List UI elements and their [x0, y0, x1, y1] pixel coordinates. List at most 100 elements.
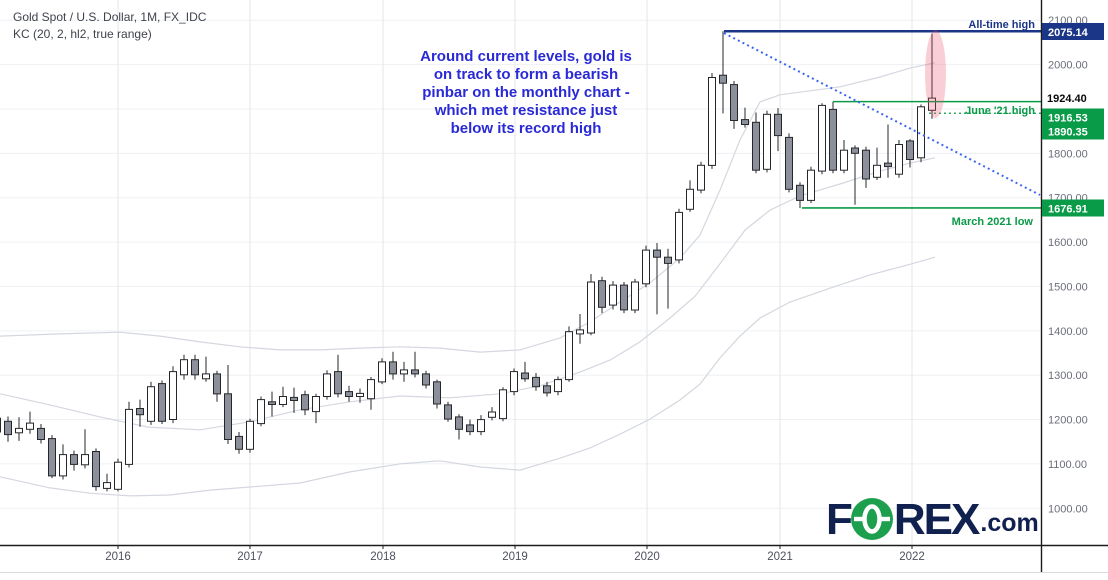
- candle-body: [191, 359, 199, 376]
- candle-2018-08: [455, 414, 463, 440]
- candle-2020-01: [642, 245, 650, 288]
- candle-body: [928, 97, 936, 111]
- candle-body: [510, 371, 518, 393]
- candle-2022-03: [928, 33, 936, 119]
- candle-2019-05: [554, 376, 562, 396]
- year-label-2017: 2017: [237, 551, 263, 563]
- candle-2017-01: [246, 418, 254, 453]
- candle-body: [367, 379, 375, 400]
- candle-2017-07: [312, 393, 320, 424]
- candle-2015-02: [0, 417, 1, 433]
- candle-body: [301, 394, 309, 411]
- candle-2018-12: [499, 387, 507, 422]
- june-21-high-dotted-label: June '21 high: [965, 105, 1035, 117]
- candle-2019-12: [631, 278, 639, 314]
- candle-2019-01: [510, 368, 518, 396]
- candle-body: [114, 461, 122, 490]
- candle-body: [741, 119, 749, 125]
- candle-body: [807, 169, 815, 201]
- logo-rex: REX: [893, 495, 980, 544]
- current-price-label: 1924.40: [1047, 93, 1087, 105]
- candle-body: [202, 373, 210, 380]
- candle-body: [81, 454, 89, 466]
- march-2021-low-price-badge: [1042, 199, 1104, 217]
- candle-body: [422, 373, 430, 386]
- price-tick-1000: 1000.00: [1048, 503, 1088, 515]
- candle-2021-05: [818, 103, 826, 175]
- candle-body: [323, 373, 331, 397]
- candle-2021-07: [840, 140, 848, 174]
- candle-2019-10: [609, 281, 617, 310]
- candle-2015-06: [37, 424, 45, 444]
- candle-2017-06: [301, 390, 309, 416]
- candle-2017-05: [290, 387, 298, 413]
- pinbar-highlight-ellipse[interactable]: [925, 30, 946, 118]
- candle-2017-04: [279, 386, 287, 408]
- forex-com-logo: F REX .com: [826, 495, 1039, 544]
- candle-2018-11: [488, 407, 496, 421]
- candle-2018-09: [466, 419, 474, 436]
- year-label-2016: 2016: [105, 551, 131, 563]
- candle-2017-12: [367, 377, 375, 410]
- candle-2020-09: [730, 81, 738, 129]
- price-tick-2000: 2000.00: [1048, 60, 1088, 72]
- candle-body: [774, 113, 782, 137]
- logo-dotcom: .com: [980, 509, 1039, 537]
- candle-2016-09: [202, 356, 210, 382]
- candle-body: [895, 144, 903, 175]
- candle-2019-03: [532, 373, 540, 391]
- candle-body: [279, 396, 287, 405]
- candle-2017-10: [345, 385, 353, 402]
- candle-body: [334, 371, 342, 395]
- candle-2019-02: [521, 361, 529, 382]
- candle-2016-02: [125, 401, 133, 468]
- candle-2020-11: [752, 112, 760, 174]
- march-2021-low-price-badge-text: 1676.91: [1048, 204, 1088, 216]
- candle-2016-04: [147, 381, 155, 425]
- candle-2015-11: [92, 448, 100, 491]
- candle-2021-04: [807, 166, 815, 203]
- candle-2015-08: [59, 444, 67, 480]
- candle-2020-06: [697, 161, 705, 194]
- price-tick-1100: 1100.00: [1048, 459, 1087, 471]
- candle-body: [598, 280, 606, 308]
- candle-2016-01: [114, 458, 122, 492]
- candle-body: [763, 113, 771, 170]
- year-label-2019: 2019: [502, 551, 528, 563]
- candle-body: [532, 376, 540, 388]
- candle-body: [411, 369, 419, 375]
- candle-2018-03: [400, 361, 408, 382]
- candle-body: [576, 329, 584, 335]
- candle-body: [785, 136, 793, 190]
- all-time-high-price-badge: [1042, 23, 1104, 40]
- candle-2015-12: [103, 473, 111, 492]
- candle-2017-08: [323, 370, 331, 400]
- candle-body: [312, 396, 320, 413]
- candle-body: [675, 211, 683, 261]
- candle-body: [345, 391, 353, 398]
- candle-body: [851, 147, 859, 154]
- candles: [0, 31, 936, 492]
- candle-body: [356, 392, 364, 397]
- symbol-title[interactable]: Gold Spot / U.S. Dollar, 1M, FX_IDC: [13, 10, 207, 24]
- candle-body: [26, 422, 34, 430]
- candle-body: [70, 454, 78, 465]
- candle-body: [642, 249, 650, 285]
- descending-trendline[interactable]: [723, 32, 1041, 196]
- candle-2020-02: [653, 243, 661, 315]
- candle-body: [103, 482, 111, 489]
- time-axis[interactable]: 2016 2017 2018 2019 2020 2021 2022: [105, 545, 925, 563]
- candle-body: [730, 84, 738, 121]
- drawings[interactable]: All-time high June '21 high March 2021 low: [723, 19, 1041, 228]
- candle-body: [224, 393, 232, 440]
- candle-body: [378, 361, 386, 383]
- candle-2022-01: [906, 139, 914, 168]
- keltner-lower-band: [0, 256, 936, 497]
- candle-2021-10: [873, 147, 881, 180]
- indicator-legend[interactable]: KC (20, 2, hl2, true range): [13, 27, 152, 41]
- candle-body: [125, 408, 133, 465]
- price-axis[interactable]: 2100.002000.001800.001700.001600.001500.…: [1042, 15, 1104, 515]
- candle-2018-01: [378, 358, 386, 385]
